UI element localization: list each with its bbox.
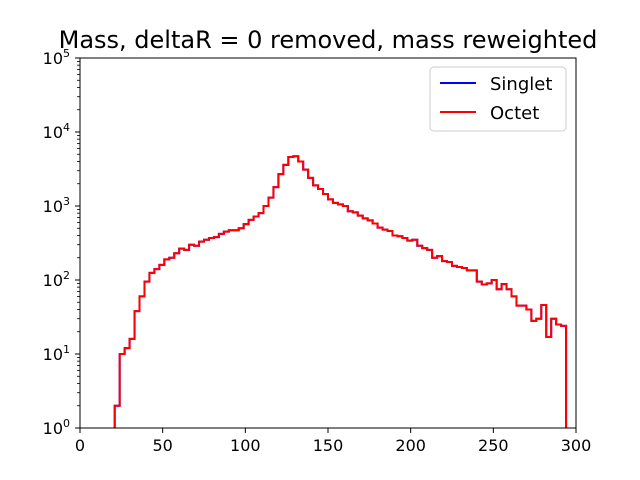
chart-title: Mass, deltaR = 0 removed, mass reweighte… [59, 26, 598, 54]
legend-label-singlet: Singlet [490, 74, 552, 95]
y-tick-label: 100 [43, 417, 70, 438]
y-tick-label: 103 [43, 195, 70, 216]
y-tick-label: 105 [43, 47, 70, 68]
y-tick-label: 102 [43, 269, 70, 290]
x-axis-ticks: 0 50 100 150 200 250 300 [75, 428, 591, 455]
x-tick-label: 0 [75, 436, 85, 455]
plot-area [113, 155, 568, 428]
x-tick-label: 250 [478, 436, 509, 455]
y-tick-label: 104 [43, 121, 70, 142]
y-tick-label: 101 [43, 343, 70, 364]
x-tick-label: 50 [152, 436, 172, 455]
x-tick-label: 100 [230, 436, 261, 455]
x-tick-label: 300 [561, 436, 592, 455]
y-axis-ticks: 100 101 102 103 104 105 [43, 47, 80, 438]
axes-frame [79, 57, 577, 429]
legend-label-octet: Octet [490, 103, 539, 124]
x-tick-label: 200 [395, 436, 426, 455]
series-octet-line [113, 155, 568, 428]
x-tick-label: 150 [313, 436, 344, 455]
legend: Singlet Octet [429, 66, 567, 132]
